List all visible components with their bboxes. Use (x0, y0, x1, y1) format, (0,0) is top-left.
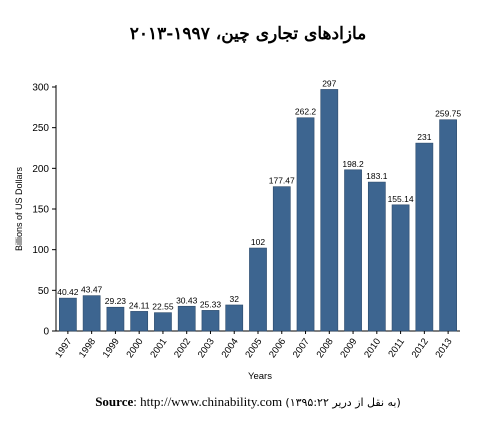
x-tick-label: 2013 (433, 336, 454, 360)
y-tick-label: 50 (38, 286, 50, 297)
x-tick-label: 2002 (172, 336, 193, 360)
y-tick-label: 100 (32, 245, 49, 256)
data-label: 177.47 (269, 176, 295, 186)
x-tick-label: 1998 (77, 336, 98, 360)
bar (59, 297, 77, 332)
y-tick-label: 200 (32, 164, 49, 175)
x-tick-label: 2000 (124, 336, 145, 360)
data-label: 25.33 (200, 299, 222, 309)
source-label: Source (95, 394, 134, 409)
x-tick-label: 2012 (410, 336, 431, 360)
data-label: 32 (230, 294, 240, 304)
x-tick-label: 1999 (101, 336, 122, 360)
bar (296, 117, 315, 332)
x-tick-label: 2003 (196, 336, 217, 360)
data-label: 30.43 (176, 295, 198, 305)
x-tick-label: 2006 (267, 336, 288, 360)
bar (177, 305, 196, 332)
bar (154, 312, 172, 332)
bar (415, 142, 434, 332)
bar (320, 89, 339, 332)
x-tick-label: 2007 (291, 336, 312, 360)
data-label: 259.75 (435, 109, 461, 119)
source-line: Source: http://www.chinability.com (به ن… (95, 394, 401, 409)
data-label: 24.11 (129, 300, 150, 310)
x-tick-label: 2009 (338, 336, 359, 360)
bar (272, 186, 291, 332)
data-label: 297 (322, 78, 336, 88)
data-label: 262.2 (295, 107, 317, 117)
data-label: 40.42 (57, 287, 79, 297)
bar (106, 306, 125, 332)
bar (201, 310, 220, 332)
y-tick-label: 300 (32, 83, 49, 94)
y-tick-label: 0 (43, 327, 49, 338)
x-tick-label: 2004 (220, 336, 241, 360)
data-label: 155.14 (388, 194, 414, 204)
x-axis-label: Years (248, 371, 272, 382)
data-label: 29.23 (105, 296, 127, 306)
bar (82, 295, 101, 332)
y-axis-label: Billions of US Dollars (14, 166, 24, 251)
bar (439, 119, 457, 332)
data-label: 183.1 (366, 171, 388, 181)
bar (344, 169, 362, 332)
chart-title: مازادهای تجاری چین، ۱۹۹۷-۲۰۱۳ (129, 24, 367, 44)
data-label: 22.55 (152, 302, 174, 312)
bar (249, 247, 267, 332)
data-label: 231 (417, 132, 431, 142)
x-tick-label: 1997 (53, 336, 74, 360)
bar (130, 311, 149, 332)
source-note: (به نقل از دریر ۱۳۹۵:۲۲) (285, 396, 401, 409)
y-tick-label: 250 (32, 123, 49, 134)
data-label: 102 (251, 237, 265, 247)
bar (391, 204, 410, 332)
x-tick-label: 2010 (362, 336, 383, 360)
source-url: http://www.chinability.com (140, 394, 283, 409)
x-tick-label: 2011 (386, 336, 407, 359)
bar (367, 181, 386, 332)
bar-chart: 0 50 100 150 200 250 300 Billions of US Dollars… (14, 78, 461, 382)
x-tick-label: 2001 (148, 336, 169, 360)
bar (225, 304, 244, 332)
data-label: 198.2 (342, 159, 364, 169)
x-tick-label: 2008 (315, 336, 336, 360)
y-tick-label: 150 (32, 205, 49, 216)
x-tick-label: 2005 (243, 336, 264, 360)
data-label: 43.47 (81, 285, 103, 295)
